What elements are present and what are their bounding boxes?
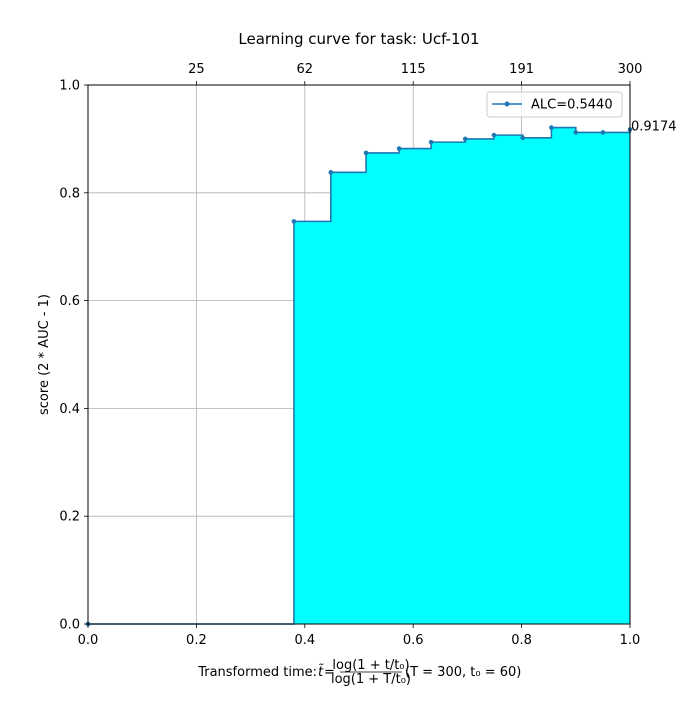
y-tick-label: 1.0 (59, 79, 80, 94)
y-tick-label: 0.2 (59, 510, 80, 525)
x-axis-ticks: 0.0 0.2 0.4 0.6 0.8 1.0 (78, 624, 641, 648)
top-tick-label: 25 (188, 62, 205, 77)
legend-entry-label: ALC=0.5440 (531, 98, 613, 113)
x-tick-label: 0.4 (294, 633, 315, 648)
x-axis-label: Transformed time: t̃ = log(1 + t/t₀) log… (197, 658, 521, 687)
x-tick-label: 0.6 (403, 633, 424, 648)
chart-title: Learning curve for task: Ucf-101 (238, 30, 479, 48)
data-point (549, 125, 554, 130)
data-point (396, 146, 402, 151)
top-tick-label: 191 (509, 62, 534, 77)
top-tick-label: 62 (297, 62, 314, 77)
x-tick-label: 0.8 (511, 633, 532, 648)
area-fill (88, 127, 630, 624)
x-axis-label-symbol: t̃ (318, 665, 324, 680)
data-point (520, 135, 525, 141)
x-axis-label-equals: = (324, 665, 335, 680)
x-tick-label: 1.0 (620, 633, 641, 648)
top-axis-ticks: 25 62 115 191 300 (188, 62, 642, 85)
x-axis-label-suffix: (T = 300, t₀ = 60) (405, 665, 521, 680)
legend: ALC=0.5440 (486, 91, 623, 118)
y-tick-label: 0.6 (59, 294, 80, 309)
x-tick-label: 0.2 (186, 633, 207, 648)
data-point (491, 132, 497, 138)
y-tick-label: 0.4 (59, 402, 80, 417)
legend-box (486, 91, 623, 118)
area-fill-path (88, 127, 630, 624)
plot-frame (87, 84, 631, 625)
top-tick-label: 300 (618, 62, 643, 77)
data-point (600, 130, 606, 135)
series-markers (85, 125, 633, 627)
x-axis-label-numerator: log(1 + t/t₀) (332, 658, 409, 673)
x-axis-label-denominator: log(1 + T/t₀) (331, 672, 411, 687)
y-tick-label: 0.0 (59, 618, 80, 633)
data-point (363, 150, 369, 156)
legend-marker-swatch (504, 101, 510, 107)
y-axis-ticks: 0.0 0.2 0.4 0.6 0.8 1.0 (59, 79, 88, 633)
data-point (328, 170, 334, 175)
data-point (291, 219, 297, 224)
y-axis-label: score (2 * AUC - 1) (37, 294, 52, 415)
final-value-label: 0.9174 (631, 120, 677, 135)
data-point (573, 130, 579, 135)
x-tick-label: 0.0 (78, 633, 99, 648)
data-point (462, 136, 468, 142)
y-tick-label: 0.8 (59, 186, 80, 201)
x-axis-label-prefix: Transformed time: (197, 665, 317, 680)
data-point (428, 139, 434, 145)
top-tick-label: 115 (401, 62, 426, 77)
